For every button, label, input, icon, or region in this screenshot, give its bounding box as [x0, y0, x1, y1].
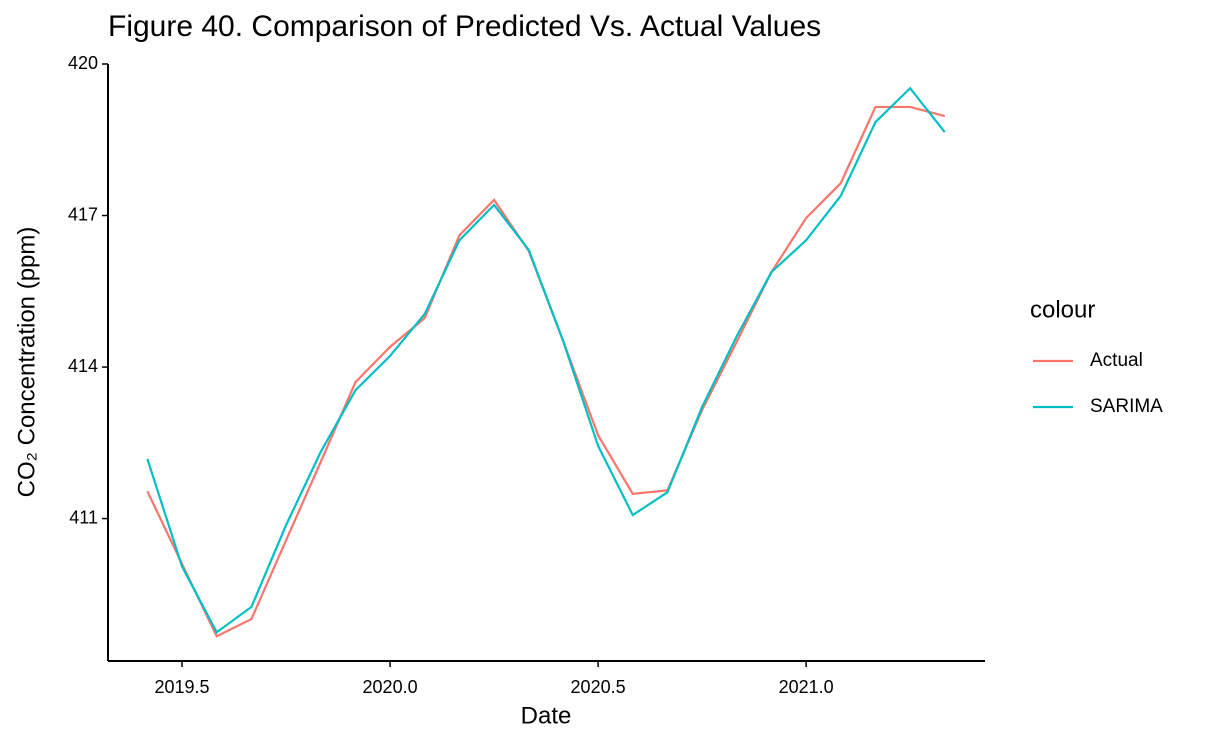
- y-axis-title: CO₂ Concentration (ppm): [13, 227, 40, 498]
- chart-title: Figure 40. Comparison of Predicted Vs. A…: [108, 10, 821, 43]
- x-tick-label: 2019.5: [155, 677, 210, 697]
- y-tick-label: 417: [68, 204, 98, 224]
- series-line: [146, 86, 946, 634]
- legend-label: Actual: [1090, 350, 1143, 371]
- y-tick-label: 411: [69, 507, 98, 527]
- series-line: [146, 105, 946, 638]
- legend-title: colour: [1030, 296, 1095, 323]
- x-tick-label: 2021.0: [779, 677, 834, 697]
- x-tick-label: 2020.0: [363, 677, 418, 697]
- legend-label: SARIMA: [1090, 396, 1163, 417]
- x-axis-title: Date: [521, 702, 572, 729]
- y-tick-label: 420: [68, 53, 98, 73]
- y-tick-label: 414: [68, 356, 98, 376]
- x-tick-label: 2020.5: [571, 677, 626, 697]
